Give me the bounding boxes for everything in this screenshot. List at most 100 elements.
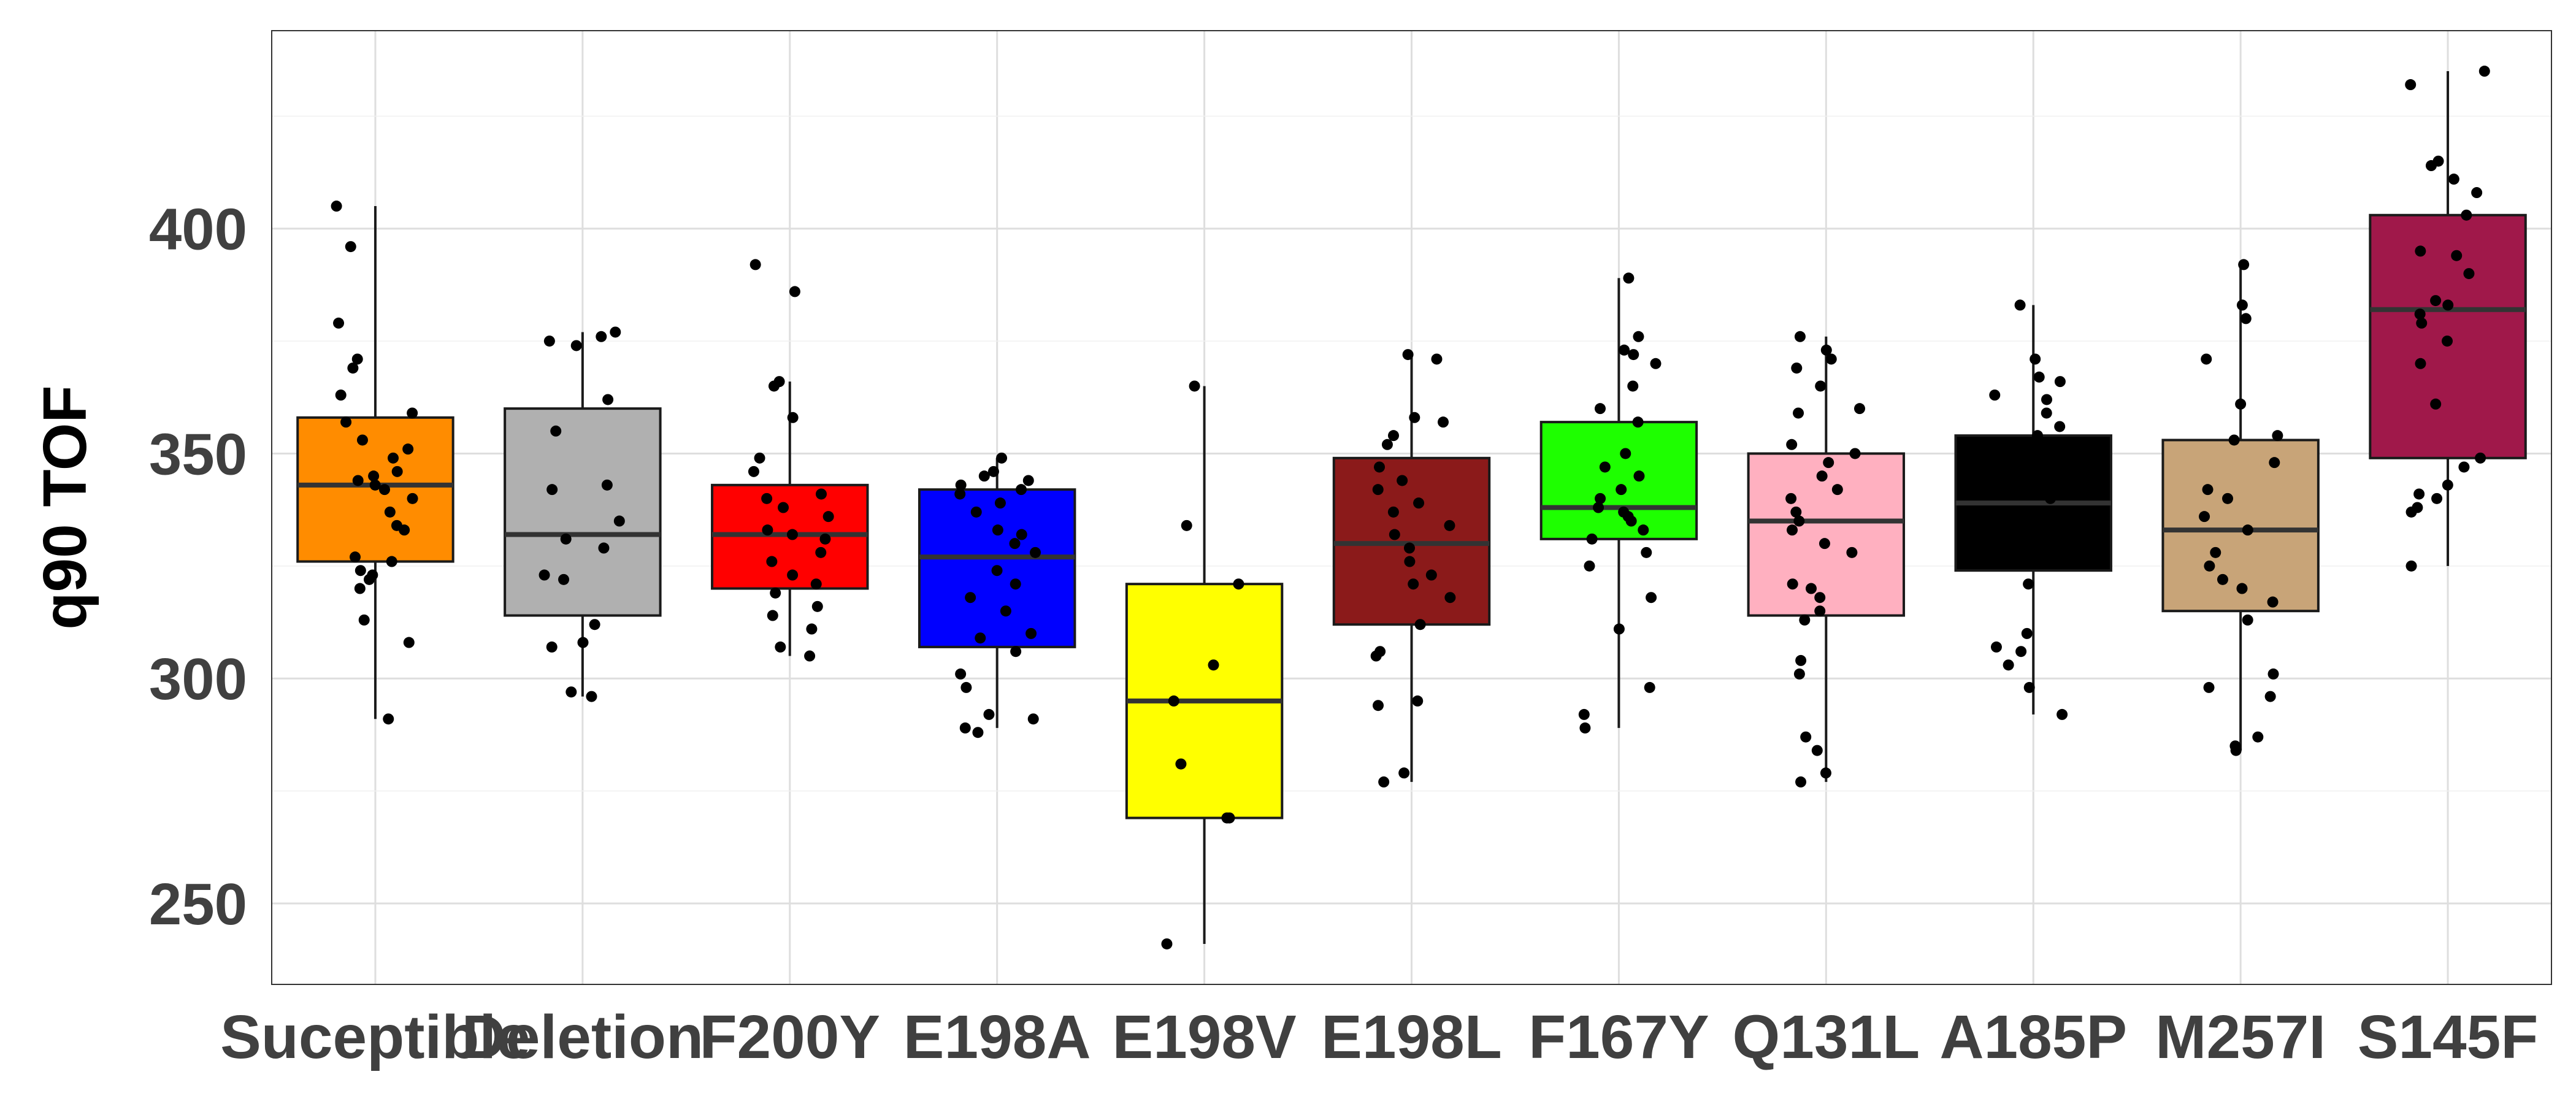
- data-point: [1208, 659, 1219, 671]
- data-point: [1010, 646, 1022, 657]
- data-point: [789, 286, 800, 297]
- box-a185p: [1954, 305, 2112, 715]
- data-point: [2202, 484, 2214, 496]
- data-point: [407, 493, 418, 504]
- data-point: [589, 619, 600, 631]
- data-point: [543, 335, 555, 347]
- x-tick-label: F200Y: [699, 1003, 880, 1071]
- data-point: [1627, 380, 1639, 392]
- data-point: [2030, 353, 2041, 365]
- data-point: [1009, 538, 1021, 550]
- data-point: [570, 340, 582, 351]
- data-point: [1015, 484, 1027, 496]
- data-point: [2015, 646, 2027, 657]
- data-point: [2217, 573, 2228, 585]
- data-point: [1397, 475, 1408, 486]
- data-point: [340, 416, 352, 428]
- data-point: [1175, 758, 1187, 770]
- data-point: [1372, 484, 1384, 496]
- data-point: [804, 650, 816, 662]
- data-point: [2222, 493, 2234, 504]
- data-point: [1025, 627, 1037, 639]
- data-point: [819, 533, 831, 545]
- x-tick-label: E198A: [903, 1003, 1091, 1071]
- data-point: [778, 502, 789, 513]
- data-point: [1413, 497, 1425, 509]
- data-point: [1633, 470, 1645, 482]
- data-point: [2451, 250, 2463, 261]
- data-point: [333, 317, 345, 329]
- data-point: [1221, 812, 1233, 824]
- data-point: [1638, 524, 1649, 536]
- x-tick-label: Deletion: [462, 1003, 703, 1071]
- data-point: [351, 353, 363, 365]
- data-point: [2054, 376, 2066, 388]
- data-point: [954, 488, 966, 500]
- data-point: [1616, 484, 1627, 496]
- data-point: [965, 592, 976, 604]
- data-point: [810, 578, 822, 590]
- data-point: [1016, 529, 1027, 540]
- data-point: [822, 511, 834, 523]
- data-point: [2430, 295, 2442, 307]
- data-point: [1398, 767, 1410, 779]
- box-f167y: [1539, 278, 1698, 728]
- box-series: [296, 71, 2527, 944]
- data-point: [1633, 331, 1644, 342]
- data-point: [2201, 353, 2212, 365]
- data-point: [1387, 430, 1399, 442]
- data-point: [1030, 546, 1041, 558]
- data-point: [983, 708, 995, 720]
- box-e198l: [1332, 355, 1491, 782]
- data-point: [766, 556, 778, 567]
- data-point: [1402, 349, 1414, 361]
- data-point: [959, 722, 971, 734]
- data-point: [1595, 493, 1606, 504]
- data-point: [2020, 448, 2031, 459]
- data-point: [1819, 538, 1830, 550]
- box-q131l: [1747, 336, 1906, 782]
- data-point: [768, 380, 780, 392]
- data-point: [975, 632, 986, 644]
- data-point: [1791, 362, 1803, 374]
- data-point: [1831, 484, 1843, 496]
- data-point: [1794, 331, 1806, 342]
- data-point: [1846, 546, 1858, 558]
- data-point: [761, 493, 773, 504]
- data-point: [358, 614, 370, 626]
- iqr-box: [1747, 452, 1906, 617]
- data-point: [1820, 344, 1832, 356]
- data-point: [560, 533, 572, 545]
- data-point: [2458, 461, 2470, 473]
- data-point: [2414, 309, 2426, 320]
- data-point: [2204, 560, 2215, 572]
- data-point: [1022, 475, 1034, 486]
- data-point: [1787, 524, 1798, 536]
- data-point: [786, 529, 798, 540]
- data-point: [1189, 380, 1200, 392]
- box-deletion: [504, 332, 662, 697]
- data-point: [2448, 174, 2459, 185]
- data-point: [386, 556, 397, 567]
- data-point: [2267, 596, 2279, 608]
- data-point: [1404, 556, 1416, 567]
- data-point: [2023, 578, 2034, 590]
- data-point: [2405, 560, 2417, 572]
- data-point: [1233, 578, 1244, 590]
- data-point: [368, 470, 380, 482]
- box-suceptible: [296, 206, 454, 719]
- data-point: [1623, 272, 1635, 284]
- data-point: [1820, 767, 1831, 779]
- data-point: [991, 565, 1003, 577]
- data-point: [811, 600, 823, 612]
- plot-panel-border: [271, 30, 2552, 985]
- data-point: [2045, 493, 2057, 504]
- data-point: [2413, 488, 2425, 500]
- data-point: [2405, 79, 2417, 91]
- data-point: [762, 524, 773, 536]
- data-point: [787, 569, 799, 581]
- data-point: [992, 524, 1003, 536]
- data-point: [403, 637, 415, 648]
- data-point: [2425, 160, 2437, 172]
- box-s145f: [2369, 71, 2527, 566]
